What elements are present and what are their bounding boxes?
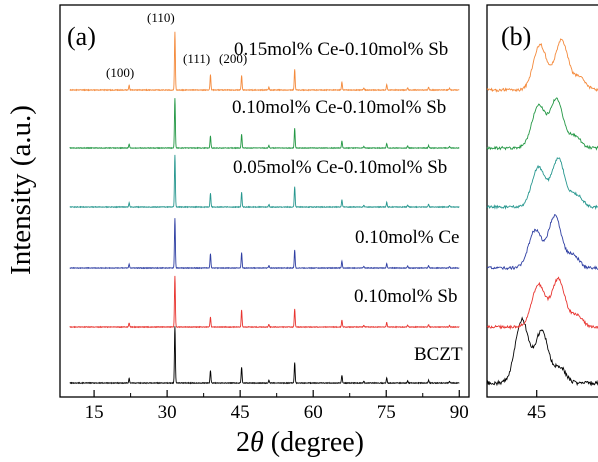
x-tick-label-a-2: 30: [158, 402, 177, 423]
x-axis-label: 2θ (degree): [236, 427, 364, 458]
peak-label-4: (200): [219, 51, 247, 66]
trace-a-3: [69, 218, 460, 270]
series-label-5: 0.10mol% Ce-0.10mol% Sb: [232, 97, 446, 118]
traces-group-a: [69, 31, 460, 385]
x-tick-label-a-4: 60: [304, 402, 323, 423]
x-axis-label-suffix: (degree): [264, 427, 364, 458]
peak-label-3: (111): [183, 51, 210, 66]
panel-b-frame: [486, 4, 598, 398]
trace-b-1: [486, 316, 598, 387]
panel-a: (a) (100) (110) (111) (200) BCZT 0.10mol% Sb…: [59, 4, 470, 423]
x-tick-label-a-5: 75: [377, 402, 396, 423]
trace-b-4: [486, 157, 598, 211]
traces-group-b: [486, 38, 598, 387]
x-axis-label-theta: θ: [250, 427, 264, 458]
series-label-6: 0.15mol% Ce-0.10mol% Sb: [234, 39, 448, 60]
trace-a-5: [69, 98, 460, 150]
x-tick-label-a-6: 90: [450, 402, 469, 423]
panel-b-label: (b): [501, 22, 531, 51]
series-name-group: BCZT 0.10mol% Sb 0.10mol% Ce 0.05mol% Ce-0.…: [232, 39, 463, 365]
y-axis-label: Intensity (a.u.): [5, 105, 37, 275]
peak-label-2: (110): [147, 10, 175, 25]
panel-a-label: (a): [67, 22, 96, 51]
trace-a-2: [69, 275, 460, 329]
panel-a-frame: [59, 4, 470, 398]
trace-a-4: [69, 154, 460, 209]
x-axis-label-prefix: 2: [236, 427, 250, 458]
x-tick-label-a-1: 15: [85, 402, 104, 423]
trace-b-2: [486, 276, 598, 331]
x-tick-group-b: 45: [527, 390, 546, 423]
series-label-3: 0.10mol% Ce: [355, 227, 460, 248]
trace-b-3: [486, 214, 598, 271]
x-tick-label-b-1: 45: [527, 402, 546, 423]
panel-b: (b) 45: [486, 4, 598, 423]
trace-b-5: [486, 97, 598, 151]
x-tick-label-a-3: 45: [231, 402, 250, 423]
peak-label-group: (100) (110) (111) (200): [106, 10, 247, 80]
trace-b-6: [486, 38, 598, 93]
peak-label-1: (100): [106, 65, 134, 80]
series-label-1: BCZT: [414, 344, 463, 365]
series-label-2: 0.10mol% Sb: [354, 286, 457, 307]
x-tick-group-a: 15 30 45 60 75 90: [85, 390, 469, 423]
series-label-4: 0.05mol% Ce-0.10mol% Sb: [233, 157, 447, 178]
trace-a-1: [69, 326, 460, 385]
trace-a-6: [69, 31, 460, 92]
